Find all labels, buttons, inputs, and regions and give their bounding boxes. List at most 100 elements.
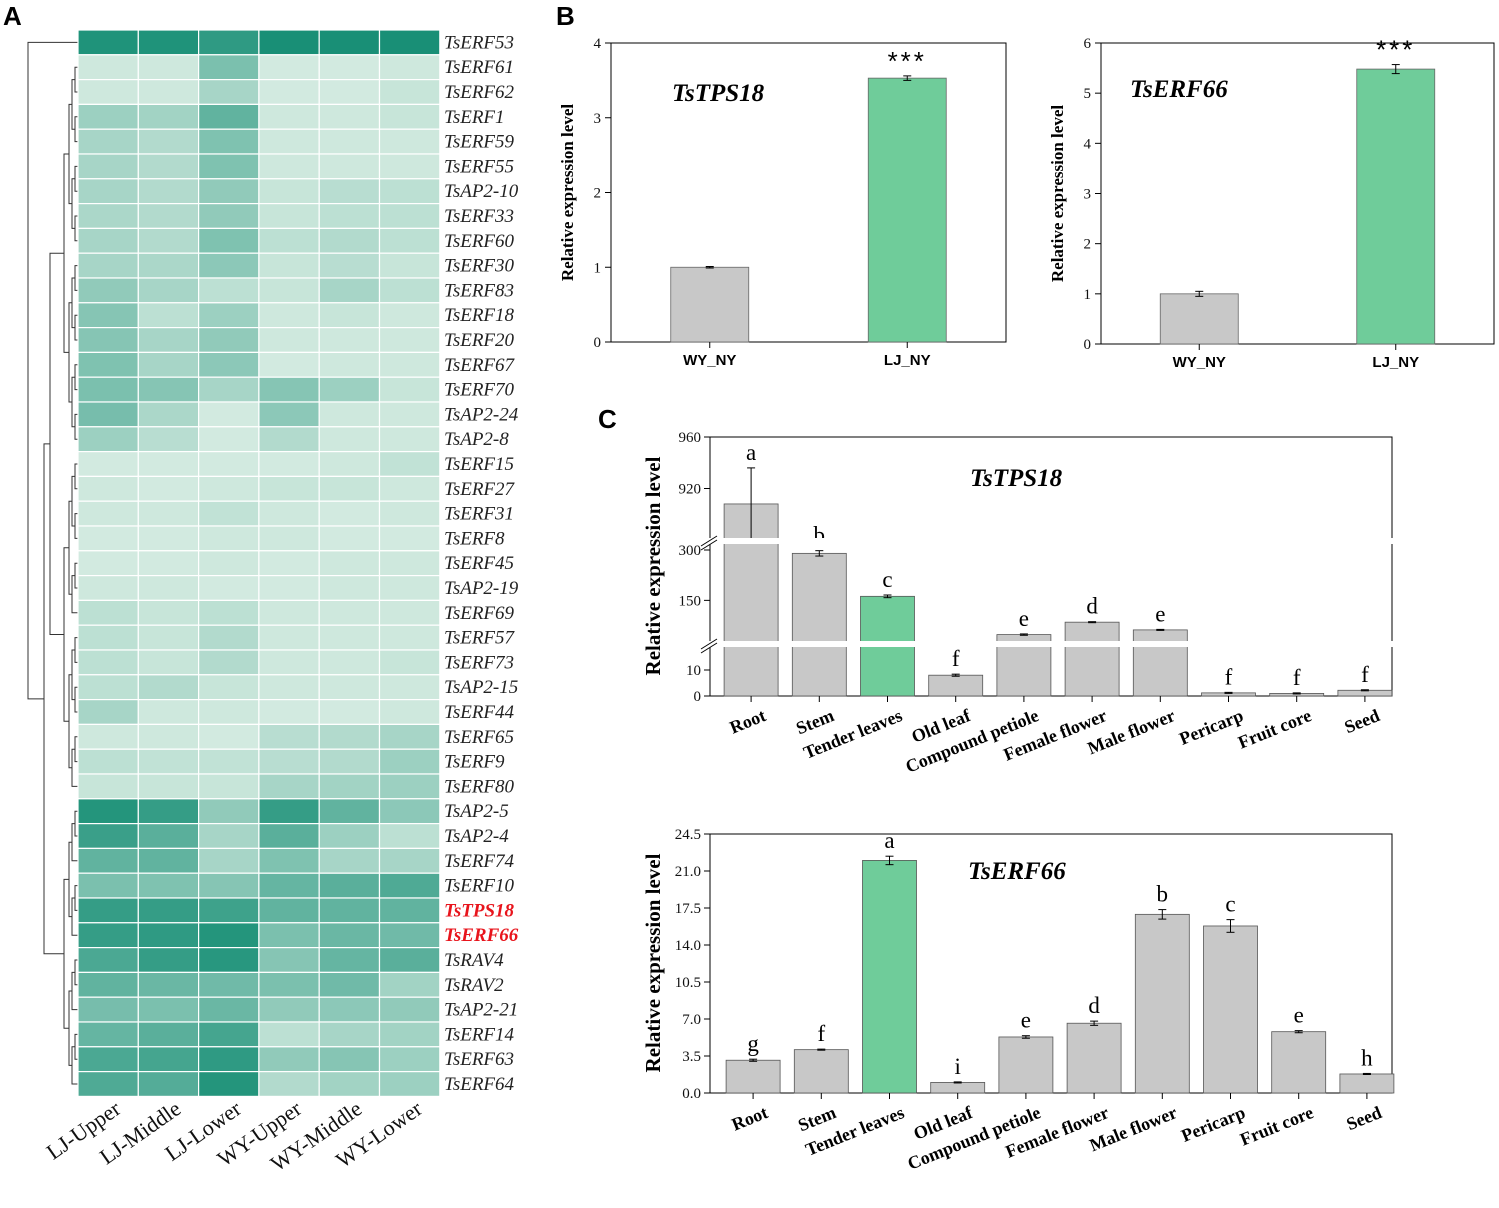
heatmap-cell-tserf61-wy-middle xyxy=(318,54,381,81)
x-category-fruit-core: Fruit core xyxy=(1237,1102,1316,1149)
heatmap-cell-tserf66-lj-middle xyxy=(137,922,200,949)
significance-letter: a xyxy=(884,828,894,853)
bar-compound-petiole xyxy=(998,1036,1054,1094)
heatmap-cell-tserf66-lj-upper xyxy=(77,922,139,949)
y-tick-label: 3 xyxy=(1084,187,1092,203)
heatmap-cell-tserf9-wy-upper xyxy=(258,748,320,775)
heatmap-cell-tserf45-lj-upper xyxy=(77,550,139,577)
heatmap-cell-tserf65-wy-middle xyxy=(318,723,381,750)
heatmap-cell-tsap2-15-wy-upper xyxy=(258,674,320,701)
heatmap-cell-tserf62-wy-middle xyxy=(318,78,381,105)
x-category-pericarp: Pericarp xyxy=(1178,1102,1248,1146)
axis-break-band xyxy=(702,538,1400,544)
heatmap-cell-tserf31-lj-lower xyxy=(198,500,260,527)
heatmap-row-label-tserf65: TsERF65 xyxy=(444,727,514,748)
heatmap-cell-tserf66-lj-lower xyxy=(198,922,260,949)
y-tick-label: 2 xyxy=(594,186,602,202)
heatmap-cell-tserf64-lj-lower xyxy=(198,1070,260,1097)
significance-letter: f xyxy=(817,1021,825,1046)
significance-letter: i xyxy=(955,1054,961,1079)
heatmap-cell-tserf33-wy-lower xyxy=(378,203,441,230)
significance-letter: c xyxy=(1225,892,1235,917)
heatmap-cell-tsap2-19-lj-lower xyxy=(198,574,260,601)
significance-letter: g xyxy=(747,1031,759,1056)
heatmap-cell-tserf31-wy-middle xyxy=(318,500,381,527)
bar-old-leaf xyxy=(930,1082,986,1094)
heatmap-cell-tserf73-wy-upper xyxy=(258,649,320,676)
heatmap-cell-tserf18-lj-upper xyxy=(77,302,139,329)
heatmap-cell-tserf53-lj-upper xyxy=(77,29,139,56)
heatmap-cell-tserf74-wy-lower xyxy=(378,847,441,874)
heatmap-cell-tserf45-wy-upper xyxy=(258,550,320,577)
heatmap-cell-tserf27-lj-middle xyxy=(137,475,200,502)
heatmap-cell-tstps18-wy-upper xyxy=(258,897,320,924)
heatmap-cell-tserf27-lj-upper xyxy=(77,475,139,502)
heatmap-cell-tserf63-lj-upper xyxy=(77,1046,139,1073)
significance-letter: b xyxy=(814,523,826,548)
dendrogram-branch xyxy=(63,547,69,722)
heatmap-cell-tsrav2-wy-lower xyxy=(378,971,441,998)
heatmap-cell-tserf1-lj-middle xyxy=(137,103,200,130)
y-tick-label: 7.0 xyxy=(682,1012,701,1028)
heatmap-cell-tserf44-wy-middle xyxy=(318,698,381,725)
heatmap-cell-tserf1-wy-upper xyxy=(258,103,320,130)
bar-fruit-core xyxy=(1271,1031,1327,1094)
heatmap-row-label-tsap2-5: TsAP2-5 xyxy=(444,801,509,822)
heatmap-row-label-tserf53: TsERF53 xyxy=(444,32,514,53)
heatmap-cell-tserf1-lj-upper xyxy=(77,103,139,130)
heatmap-cell-tserf9-lj-lower xyxy=(198,748,260,775)
heatmap-row-label-tserf83: TsERF83 xyxy=(444,280,514,301)
heatmap-cell-tsrav4-lj-middle xyxy=(137,946,200,973)
heatmap-cell-tserf83-wy-upper xyxy=(258,277,320,304)
heatmap-cell-tserf66-wy-lower xyxy=(378,922,441,949)
heatmap-cell-tserf62-lj-upper xyxy=(77,78,139,105)
heatmap-cell-tsap2-8-lj-upper xyxy=(77,426,139,453)
heatmap-cell-tserf18-wy-upper xyxy=(258,302,320,329)
significance-letter: f xyxy=(952,646,960,671)
heatmap-row-label-tserf55: TsERF55 xyxy=(444,156,514,177)
heatmap-cell-tserf10-lj-lower xyxy=(198,872,260,899)
heatmap-cell-tserf20-wy-upper xyxy=(258,327,320,354)
heatmap-row-label-tserf10: TsERF10 xyxy=(444,876,515,897)
y-tick-label: 6 xyxy=(1084,36,1092,52)
heatmap-cell-tserf1-lj-lower xyxy=(198,103,260,130)
heatmap-row-label-tsap2-19: TsAP2-19 xyxy=(444,578,519,599)
heatmap-cell-tserf44-lj-upper xyxy=(77,698,139,725)
heatmap-row-label-tserf30: TsERF30 xyxy=(444,256,515,277)
y-tick-label: 2 xyxy=(1084,237,1092,253)
y-tick-label: 4 xyxy=(594,36,602,52)
heatmap-cell-tserf80-wy-middle xyxy=(318,773,381,800)
bar-wy-ny xyxy=(1159,293,1239,345)
heatmap-row-label-tsrav2: TsRAV2 xyxy=(444,975,504,996)
heatmap-cells xyxy=(77,29,441,1097)
heatmap-cell-tserf83-lj-middle xyxy=(137,277,200,304)
heatmap: TsERF53 TsERF61 TsERF62 TsERF1 TsERF59 TsERF5… xyxy=(27,29,519,1176)
heatmap-cell-tserf8-wy-middle xyxy=(318,525,381,552)
heatmap-cell-tserf70-wy-upper xyxy=(258,376,320,403)
heatmap-cell-tserf66-wy-upper xyxy=(258,922,320,949)
y-tick-label: 10.5 xyxy=(675,975,701,991)
heatmap-cell-tserf20-lj-middle xyxy=(137,327,200,354)
heatmap-cell-tserf53-lj-middle xyxy=(137,29,200,56)
heatmap-cell-tsap2-10-wy-upper xyxy=(258,178,320,205)
heatmap-cell-tserf30-lj-lower xyxy=(198,252,260,279)
heatmap-cell-tserf55-lj-upper xyxy=(77,153,139,180)
heatmap-row-label-tsap2-21: TsAP2-21 xyxy=(444,1000,518,1021)
heatmap-cell-tserf18-lj-middle xyxy=(137,302,200,329)
heatmap-cell-tsap2-21-lj-middle xyxy=(137,996,200,1023)
heatmap-cell-tserf33-wy-middle xyxy=(318,203,381,230)
heatmap-cell-tserf44-wy-upper xyxy=(258,698,320,725)
x-category-seed: Seed xyxy=(1344,1102,1385,1134)
heatmap-cell-tserf20-lj-upper xyxy=(77,327,139,354)
heatmap-cell-tserf65-wy-lower xyxy=(378,723,441,750)
heatmap-cell-tserf8-wy-lower xyxy=(378,525,441,552)
heatmap-cell-tserf80-wy-upper xyxy=(258,773,320,800)
heatmap-cell-tsap2-5-lj-middle xyxy=(137,798,200,825)
heatmap-cell-tsap2-4-wy-upper xyxy=(258,822,320,849)
heatmap-cell-tserf8-lj-lower xyxy=(198,525,260,552)
heatmap-cell-tserf63-wy-lower xyxy=(378,1046,441,1073)
heatmap-cell-tserf61-wy-upper xyxy=(258,54,320,81)
significance-letter: f xyxy=(1225,664,1233,689)
heatmap-cell-tserf59-wy-upper xyxy=(258,128,320,155)
heatmap-row-label-tserf33: TsERF33 xyxy=(444,206,514,227)
